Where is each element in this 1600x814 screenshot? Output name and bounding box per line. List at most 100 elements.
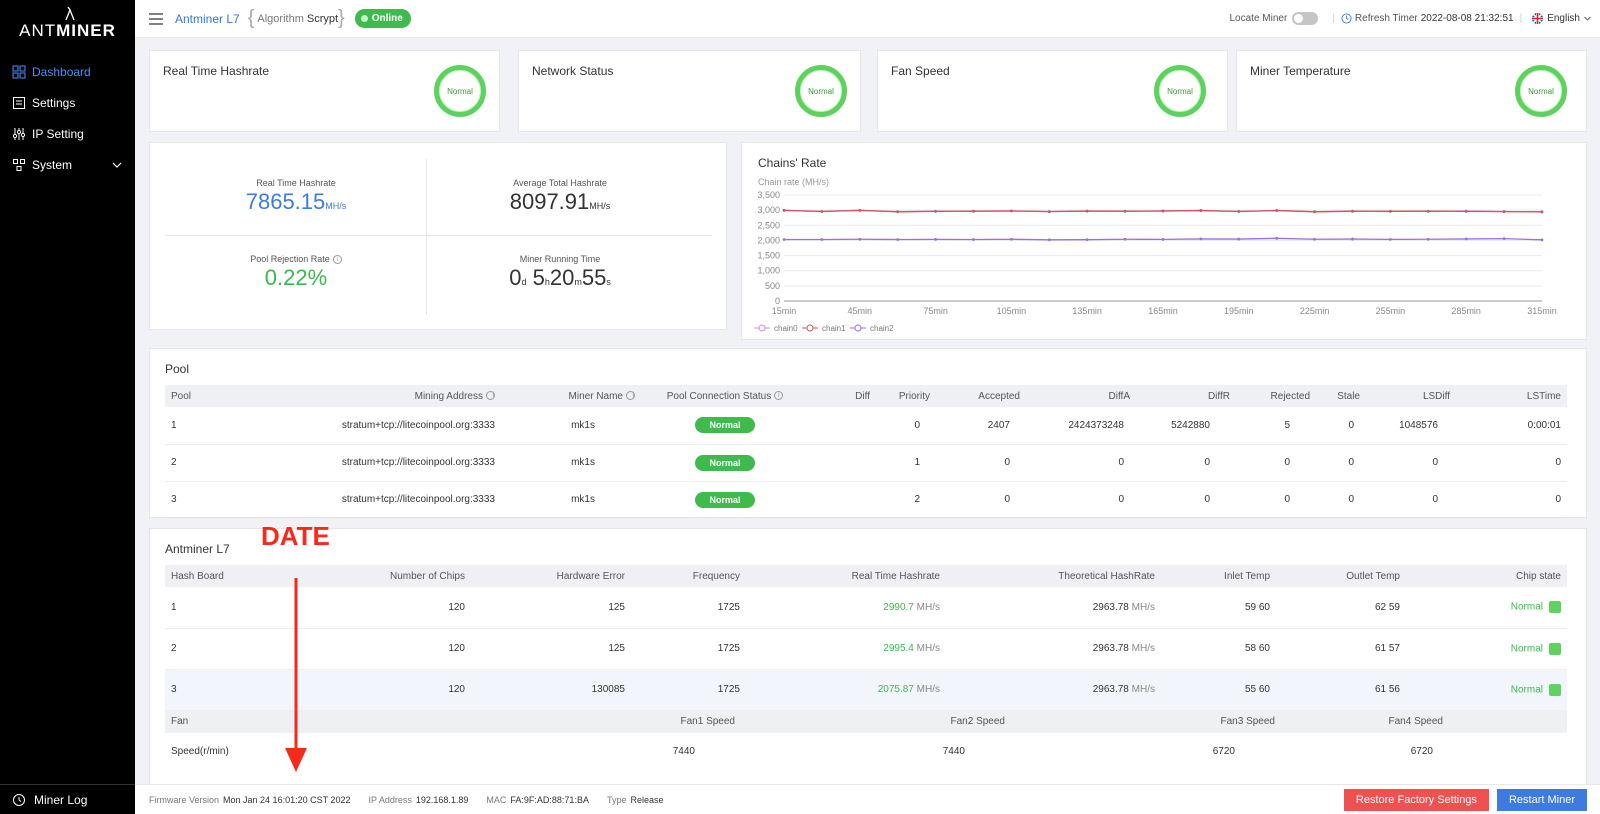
- sidebar-item-dashboard[interactable]: Dashboard: [0, 56, 135, 87]
- data-point-chain1: [934, 209, 937, 213]
- fan-table: Fan Fan1 Speed Fan2 Speed Fan3 Speed Fan…: [165, 710, 1567, 770]
- hashboards-card: Antminer L7 Hash Board Number of Chips H…: [149, 528, 1587, 784]
- data-point-chain2: [1389, 237, 1392, 241]
- data-point-chain2: [1161, 237, 1165, 241]
- x-tick-label: 45min: [848, 306, 873, 316]
- status-ring: Normal: [795, 65, 847, 117]
- chart-title: Chains' Rate: [758, 156, 827, 170]
- y-axis-label: Chain rate (MH/s): [758, 177, 829, 187]
- pool-title: Pool: [165, 362, 190, 376]
- chip-state: Normal: [1510, 684, 1543, 696]
- legend-marker-chain1: [806, 324, 814, 332]
- sidebar-item-label: IP Setting: [32, 126, 84, 141]
- data-point-chain1: [1237, 210, 1241, 213]
- data-point-chain2: [1502, 237, 1506, 241]
- chevron-down-icon: [1584, 16, 1591, 21]
- ip-setting-icon: [12, 127, 26, 140]
- y-tick-label: 2,000: [757, 235, 780, 245]
- x-tick-label: 165min: [1148, 306, 1178, 316]
- sidebar-item-settings[interactable]: Settings: [0, 87, 135, 118]
- realtime-hashrate-metric: Real Time Hashrate 7865.15MH/s: [245, 178, 347, 214]
- pool-rejection-metric: Pool Rejection Rate i 0.22%: [166, 254, 426, 291]
- pool-table-header: Pool Mining Address i Miner Name i Pool Co…: [165, 385, 1567, 407]
- data-point-chain1: [1502, 210, 1506, 214]
- y-tick-label: 3,500: [757, 190, 780, 200]
- uk-flag-icon: [1532, 13, 1544, 24]
- firmware-version-value: Mon Jan 24 16:01:20 CST 2022: [223, 794, 351, 805]
- connection-status-badge: Normal: [695, 454, 755, 471]
- x-tick-label: 75min: [923, 306, 948, 316]
- model-name: Antminer L7: [175, 11, 240, 26]
- chip-state-indicator: [1549, 642, 1561, 655]
- info-icon[interactable]: i: [332, 255, 342, 265]
- settings-icon: [13, 96, 25, 109]
- status-ring: Normal: [1154, 65, 1206, 117]
- locate-miner-toggle[interactable]: [1292, 12, 1319, 25]
- type-value: Release: [630, 794, 664, 805]
- info-icon[interactable]: i: [486, 391, 495, 401]
- menu-toggle-icon[interactable]: [149, 12, 163, 25]
- data-point-chain2: [782, 238, 786, 241]
- y-tick-label: 1,000: [757, 266, 780, 276]
- sidebar-item-label: System: [32, 157, 73, 172]
- data-point-chain1: [1085, 209, 1089, 213]
- refresh-timer-label: Refresh Timer: [1354, 13, 1418, 24]
- sidebar-item-label: Settings: [32, 95, 76, 110]
- y-tick-label: 500: [765, 281, 780, 291]
- data-point-chain1: [1047, 210, 1051, 214]
- hashboard-row: 1 120 125 1725 2990.7 MH/s 2963.78 MH/s 59 60 6…: [165, 587, 1567, 629]
- pool-table-row: 2 stratum+tcp://litecoinpool.org:3333 mk1s…: [165, 444, 1567, 482]
- hashboards-title: Antminer L7: [165, 542, 230, 556]
- data-point-chain2: [1237, 237, 1241, 241]
- miner-log-icon: [13, 793, 25, 806]
- info-icon[interactable]: i: [774, 391, 784, 401]
- chip-state-indicator: [1549, 601, 1561, 614]
- data-point-chain2: [1085, 238, 1089, 242]
- data-point-chain2: [820, 238, 824, 241]
- data-point-chain1: [1540, 210, 1544, 214]
- data-point-chain2: [972, 238, 975, 241]
- data-point-chain2: [1010, 237, 1013, 241]
- chains-rate-chart: Chain rate (MH/s) 0 500 1,000 1,500 2,000 2,50…: [754, 177, 1557, 333]
- dashboard-icon: [12, 65, 26, 78]
- hashboard-row: 2 120 125 1725 2995.4 MH/s 2963.78 MH/s 58 60 6…: [165, 628, 1567, 670]
- data-point-chain2: [858, 237, 862, 241]
- data-point-chain1: [1426, 209, 1430, 213]
- data-point-chain1: [782, 208, 786, 212]
- sidebar: ANT MINER Dashboard Settings IP Setting S…: [0, 0, 135, 814]
- pool-table-row: 1 stratum+tcp://litecoinpool.org:3333 mk1s…: [165, 407, 1567, 445]
- info-icon[interactable]: i: [626, 391, 635, 401]
- legend-label-chain0: chain0: [774, 324, 798, 333]
- data-point-chain2: [1540, 238, 1544, 242]
- metrics-card: Real Time Hashrate 7865.15MH/s Average T…: [149, 142, 727, 330]
- ip-address-value: 192.168.1.89: [415, 794, 469, 805]
- language-select[interactable]: English: [1532, 13, 1592, 24]
- data-point-chain1: [820, 210, 824, 213]
- status-card-hashrate: Real Time Hashrate Normal: [149, 50, 500, 132]
- sidebar-item-ip-setting[interactable]: IP Setting: [0, 118, 135, 149]
- x-tick-label: 225min: [1300, 306, 1330, 316]
- data-point-chain2: [1123, 237, 1127, 241]
- legend-label-chain2: chain2: [870, 324, 894, 333]
- sidebar-item-system[interactable]: System: [0, 149, 135, 180]
- algorithm-info: { Algorithm Scrypt }: [247, 7, 345, 29]
- data-point-chain1: [972, 209, 975, 213]
- sidebar-nav: Dashboard Settings IP Setting System: [0, 56, 135, 180]
- data-point-chain2: [1464, 237, 1468, 241]
- legend-marker-chain2: [854, 324, 862, 332]
- data-point-chain1: [1389, 209, 1392, 213]
- data-point-chain2: [1275, 236, 1279, 240]
- down-arrow-icon: [285, 578, 307, 772]
- hashboards-table: Hash Board Number of Chips Hardware Erro…: [165, 565, 1567, 711]
- chains-rate-card: Chains' Rate Chain rate (MH/s) 0 500 1,000 1…: [741, 142, 1587, 340]
- y-tick-label: 0: [775, 296, 780, 306]
- legend-marker-chain0: [758, 324, 766, 332]
- sidebar-item-label: Dashboard: [32, 64, 91, 79]
- data-point-chain1: [858, 208, 862, 212]
- pool-table-row: 3 stratum+tcp://litecoinpool.org:3333 mk1s…: [165, 481, 1567, 519]
- restart-miner-button[interactable]: Restart Miner: [1496, 788, 1587, 811]
- restore-factory-settings-button[interactable]: Restore Factory Settings: [1343, 788, 1489, 811]
- data-point-chain2: [1313, 237, 1316, 241]
- x-tick-label: 285min: [1451, 306, 1481, 316]
- miner-log-button[interactable]: Miner Log: [0, 784, 135, 814]
